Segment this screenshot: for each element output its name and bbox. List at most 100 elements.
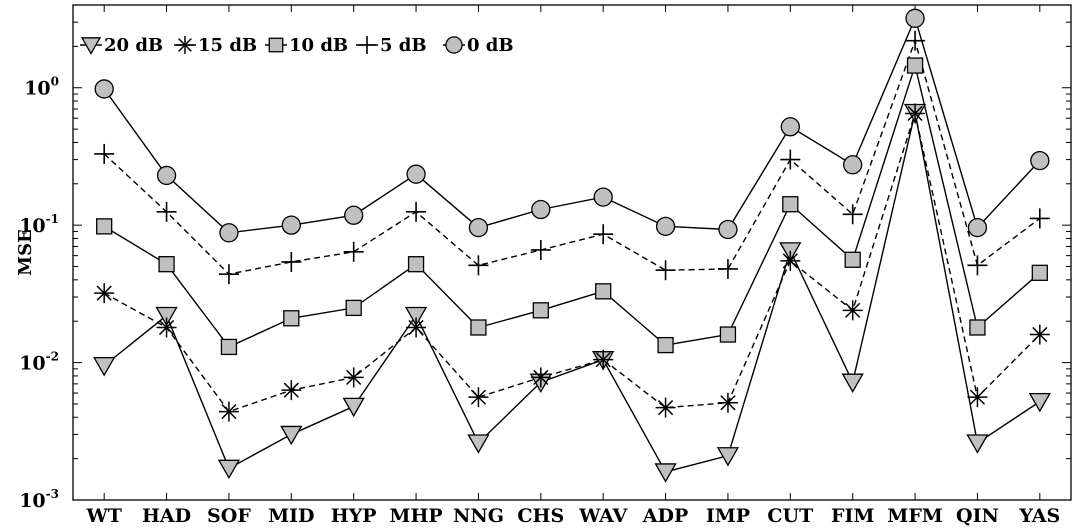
plot-frame [72,4,1072,501]
legend-label: 5 dB [380,35,427,56]
marker-asterisk [281,380,302,401]
y-tick-label: 10-1 [19,212,59,237]
x-tick-label: MFM [887,505,943,527]
legend-item: 20 dB [80,35,163,56]
marker-plus [593,224,614,245]
marker-circle [905,8,925,28]
marker-circle [344,205,364,225]
marker-plus [94,143,115,164]
marker-circle [219,223,239,243]
marker-asterisk [176,36,194,54]
marker-circle [281,215,301,235]
marker-asterisk [218,401,239,422]
marker-triangle-down [467,434,490,454]
x-tick-label: WAV [578,505,628,527]
marker-plus [406,201,427,222]
marker-plus [842,204,863,225]
marker-triangle-down [1028,392,1051,413]
marker-circle [1030,150,1050,171]
marker-circle [156,165,177,186]
marker-square [158,256,175,273]
marker-square [595,283,612,300]
marker-square [782,196,799,213]
marker-asterisk [905,103,926,124]
marker-plus [358,36,376,54]
series-markers [93,8,1051,483]
x-tick-label: MID [268,505,314,527]
marker-square [532,302,549,319]
marker-circle [468,217,489,238]
marker-triangle-down [966,434,989,454]
marker-asterisk [530,367,551,388]
x-tick-label: HYP [331,505,377,527]
marker-asterisk [343,367,364,388]
marker-plus [717,258,738,279]
y-tick-label: 10-3 [19,487,59,512]
marker-triangle-down [342,397,365,418]
marker-triangle-down [217,459,241,480]
marker-plus [780,149,801,170]
marker-square [719,326,737,343]
marker-circle [94,79,114,99]
legend-label: 15 dB [198,35,257,56]
legend-item: 0 dB [443,35,514,56]
marker-asterisk [406,317,427,338]
marker-circle [406,164,426,184]
legend-item: 5 dB [356,35,427,56]
x-tick-label: QIN [956,505,999,527]
marker-circle [445,36,463,54]
marker-triangle-down [654,463,677,483]
marker-triangle-down [80,37,102,55]
marker-circle [531,199,551,220]
marker-triangle-down [716,447,740,467]
marker-circle [593,187,613,207]
marker-square [407,256,425,273]
marker-square [844,251,861,268]
axes: 100 10-1 10-2 10-3 WT HAD SOF MID HYP MHP NNG CHS WA… [19,4,1072,527]
marker-circle [655,216,676,237]
marker-asterisk [1029,324,1050,345]
marker-triangle-down [155,306,178,327]
legend: 20 dB 15 dB 10 dB 5 dB 0 dB [80,35,514,56]
y-axis-label: MSE [15,229,36,276]
marker-plus [1029,208,1050,229]
x-tick-label: SOF [207,505,251,527]
series-line [103,38,1041,275]
marker-asterisk [655,397,676,418]
marker-plus [530,239,551,260]
series-line [103,110,1041,413]
marker-square [1031,264,1048,281]
marker-asterisk [780,250,801,271]
marker-triangle-down [93,356,116,377]
x-tick-label: YAS [1018,505,1060,527]
marker-circle [780,117,800,137]
marker-square [969,319,986,336]
marker-asterisk [842,300,863,321]
series-lines [103,16,1041,473]
marker-plus [281,251,302,272]
marker-plus [156,201,177,222]
marker-square [657,336,674,354]
series-line [103,62,1041,348]
x-tick-label: HAD [142,505,191,527]
marker-asterisk [156,317,177,338]
series-line [103,112,1041,473]
marker-plus [967,255,988,276]
series-line [103,16,1041,234]
marker-circle [967,217,988,238]
marker-square [470,319,487,336]
legend-label: 20 dB [104,35,163,56]
marker-square [283,310,300,327]
marker-asterisk [593,349,614,370]
legend-label: 10 dB [289,35,348,56]
marker-square [268,37,284,53]
y-tick-label: 10-2 [19,350,59,375]
x-tick-label: FIM [831,505,874,527]
x-tick-label: CHS [517,505,564,527]
marker-plus [218,264,239,285]
legend-label: 0 dB [467,35,514,56]
marker-plus [468,255,489,276]
marker-asterisk [94,283,115,304]
x-tick-label: NNG [453,505,504,527]
